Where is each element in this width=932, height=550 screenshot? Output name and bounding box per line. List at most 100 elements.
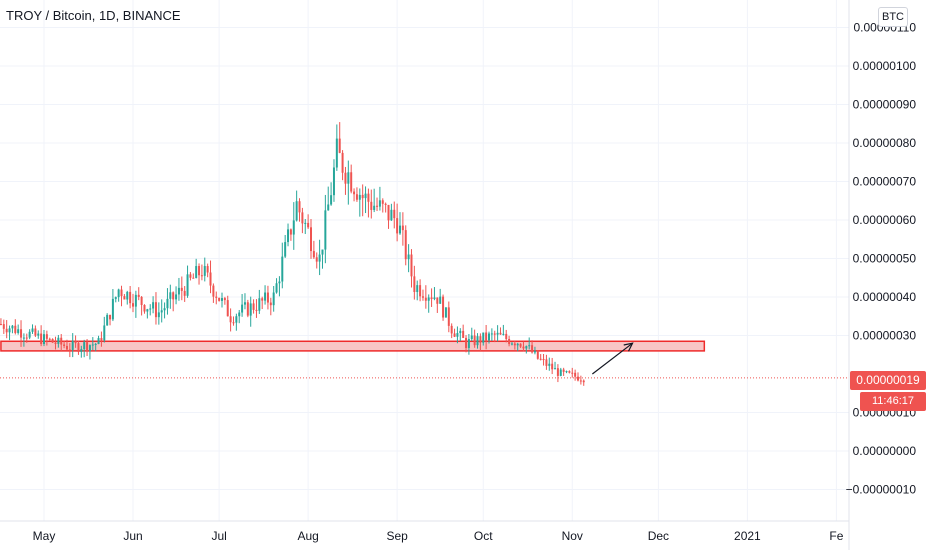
candle-body xyxy=(160,310,163,313)
candle-body xyxy=(384,203,387,205)
candle-body xyxy=(249,303,252,316)
candle-body xyxy=(312,251,315,258)
candle-body xyxy=(387,204,390,221)
candle-body xyxy=(450,325,453,334)
candle-body xyxy=(287,229,290,243)
candle-body xyxy=(571,372,574,374)
candle-body xyxy=(413,276,416,293)
candle-body xyxy=(180,287,183,291)
candles xyxy=(0,122,585,386)
candle-body xyxy=(519,343,522,347)
candle-body xyxy=(0,323,2,325)
candle-body xyxy=(132,303,134,307)
candle-body xyxy=(246,302,249,316)
price-tick-label: 0.00000080 xyxy=(853,136,917,150)
candle-body xyxy=(447,307,450,326)
candle-body xyxy=(499,332,502,335)
candle-body xyxy=(516,343,519,346)
candle-body xyxy=(304,222,307,224)
candle-body xyxy=(490,333,493,335)
candle-body xyxy=(143,305,146,312)
time-tick-label: Jul xyxy=(211,529,226,543)
time-tick-label: Fe xyxy=(829,529,843,543)
candle-body xyxy=(399,225,401,234)
candle-body xyxy=(117,289,120,298)
candle-body xyxy=(266,292,269,303)
candle-body xyxy=(154,302,157,318)
candle-body xyxy=(510,343,513,345)
candle-body xyxy=(243,302,246,305)
candle-body xyxy=(473,335,476,346)
candle-body xyxy=(577,376,579,381)
candle-body xyxy=(531,345,534,353)
candle-body xyxy=(269,302,272,306)
price-axis: 0.000001200.000001100.000001000.00000090… xyxy=(846,21,917,497)
price-tick-label: 0.00000060 xyxy=(853,213,917,227)
candle-body xyxy=(427,297,430,301)
candle-body xyxy=(149,308,152,310)
candle-body xyxy=(241,304,244,313)
candle-body xyxy=(378,200,381,207)
candle-body xyxy=(284,242,287,257)
currency-badge[interactable]: BTC xyxy=(878,7,908,27)
candle-body xyxy=(568,371,571,373)
candle-body xyxy=(22,337,25,339)
candle-body xyxy=(433,297,436,300)
candle-body xyxy=(200,275,203,277)
candle-body xyxy=(496,332,499,335)
candle-body xyxy=(163,308,166,311)
candle-body xyxy=(166,298,169,309)
candle-body xyxy=(505,333,508,339)
arrow-shaft xyxy=(591,342,633,375)
candle-body xyxy=(215,296,218,298)
price-tick-label: 0.00000040 xyxy=(853,290,917,304)
candle-body xyxy=(232,322,235,324)
arrow-head xyxy=(623,342,634,352)
candle-body xyxy=(91,344,94,346)
candle-body xyxy=(8,328,11,333)
candle-body xyxy=(209,272,212,286)
time-tick-label: Nov xyxy=(562,529,583,543)
candle-body xyxy=(88,345,91,352)
candle-body xyxy=(137,294,140,297)
candle-body xyxy=(401,225,404,231)
candle-body xyxy=(83,342,86,350)
time-tick-label: Sep xyxy=(386,529,408,543)
candle-body xyxy=(442,296,445,318)
candle-body xyxy=(226,300,229,317)
candle-body xyxy=(539,358,542,360)
candle-body xyxy=(63,344,66,346)
candle-body xyxy=(37,333,40,336)
candle-body xyxy=(344,172,347,184)
candle-body xyxy=(292,220,295,235)
candle-body xyxy=(134,294,137,307)
candle-body xyxy=(528,345,531,347)
candle-body xyxy=(272,292,275,306)
candle-body xyxy=(152,302,155,309)
candle-body xyxy=(34,328,37,336)
time-tick-label: May xyxy=(33,529,56,543)
candle-body xyxy=(419,285,422,297)
candle-body xyxy=(341,152,344,173)
candle-body xyxy=(318,254,321,262)
candle-body xyxy=(335,138,338,168)
candle-body xyxy=(28,331,31,338)
candle-body xyxy=(221,298,223,301)
candle-body xyxy=(396,218,399,234)
candle-body xyxy=(218,297,221,301)
candle-body xyxy=(562,369,565,372)
price-tick-label: 0.00000100 xyxy=(853,59,917,73)
candle-body xyxy=(278,281,281,284)
candle-body xyxy=(548,363,551,366)
candle-body xyxy=(376,205,379,207)
candle-body xyxy=(559,369,562,376)
candle-body xyxy=(513,343,516,346)
price-tick-label: 0.00000070 xyxy=(853,175,917,189)
candle-body xyxy=(424,297,427,301)
candle-body xyxy=(103,325,106,341)
candle-body xyxy=(381,200,384,204)
candle-body xyxy=(229,316,232,323)
candle-body xyxy=(114,297,117,299)
candle-body xyxy=(456,333,459,337)
